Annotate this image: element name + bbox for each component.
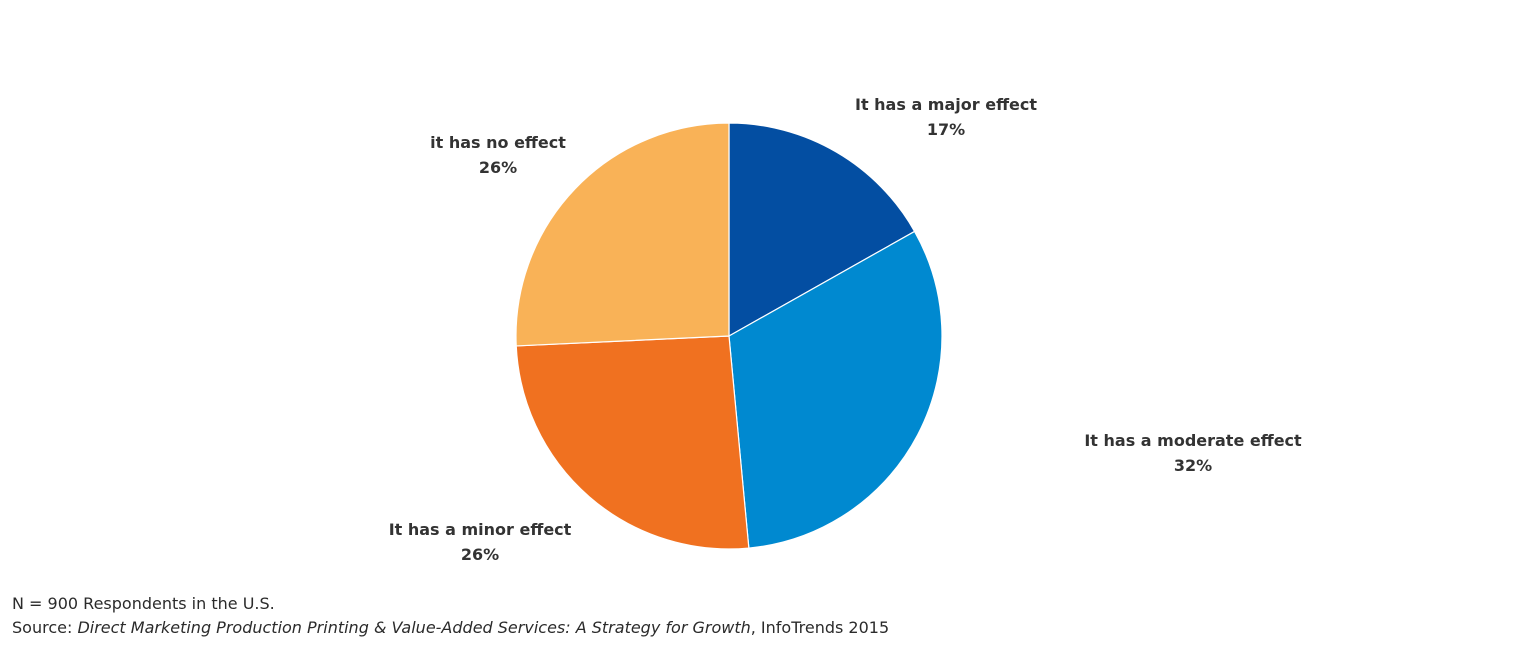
slice-label-it-has-a-major-effect: It has a major effect xyxy=(855,95,1037,114)
source-title: Direct Marketing Production Printing & V… xyxy=(77,618,751,637)
slice-labels: It has a major effect 17% It has a moderat… xyxy=(389,95,1302,564)
pie-slice-it-has-a-minor-effect xyxy=(515,335,750,550)
pie-slice-it-has-a-moderate-effect xyxy=(728,230,943,549)
slice-label-it-has-no-effect: it has no effect xyxy=(430,133,566,152)
slice-value-it-has-a-major-effect: 17% xyxy=(927,120,965,139)
source-suffix: , InfoTrends 2015 xyxy=(750,618,890,637)
slice-value-it-has-no-effect: 26% xyxy=(479,158,517,177)
sample-size-note: N = 900 Respondents in the U.S. xyxy=(12,594,275,613)
pie-slices xyxy=(515,122,943,550)
slice-label-it-has-a-minor-effect: It has a minor effect xyxy=(389,520,572,539)
slice-label-it-has-a-moderate-effect: It has a moderate effect xyxy=(1084,431,1302,450)
source-prefix: Source: xyxy=(12,618,78,637)
slice-value-it-has-a-minor-effect: 26% xyxy=(461,545,499,564)
pie-slice-it-has-no-effect xyxy=(515,122,730,347)
slice-value-it-has-a-moderate-effect: 32% xyxy=(1174,456,1212,475)
pie-slice-it-has-a-major-effect xyxy=(728,122,916,338)
source-note: Source: Direct Marketing Production Prin… xyxy=(12,618,889,637)
